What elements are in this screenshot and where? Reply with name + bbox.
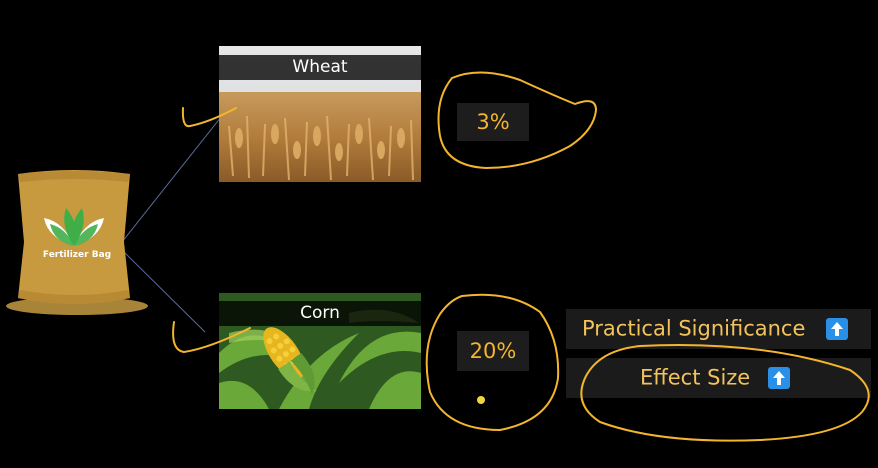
crop-title-wheat: Wheat [219, 55, 421, 80]
bag-label: Fertilizer Bag [42, 250, 112, 260]
fertilizer-bag: Fertilizer Bag [4, 168, 150, 318]
up-arrow-icon [768, 367, 790, 389]
leaf-logo-icon [44, 208, 104, 246]
crop-card-wheat: Wheat [219, 46, 421, 182]
wheat-percent: 3% [457, 103, 529, 141]
pointer-dot [477, 396, 485, 404]
up-arrow-icon [826, 318, 848, 340]
practical-significance-box: Practical Significance [566, 309, 871, 349]
practical-significance-label: Practical Significance [582, 316, 806, 341]
fertilizer-bag-graphic [6, 170, 148, 315]
effect-size-box: Effect Size [566, 358, 871, 398]
corn-percent: 20% [457, 331, 529, 371]
crop-title-corn: Corn [219, 301, 421, 326]
effect-size-label: Effect Size [640, 365, 751, 390]
crop-card-corn: Corn [219, 293, 421, 409]
